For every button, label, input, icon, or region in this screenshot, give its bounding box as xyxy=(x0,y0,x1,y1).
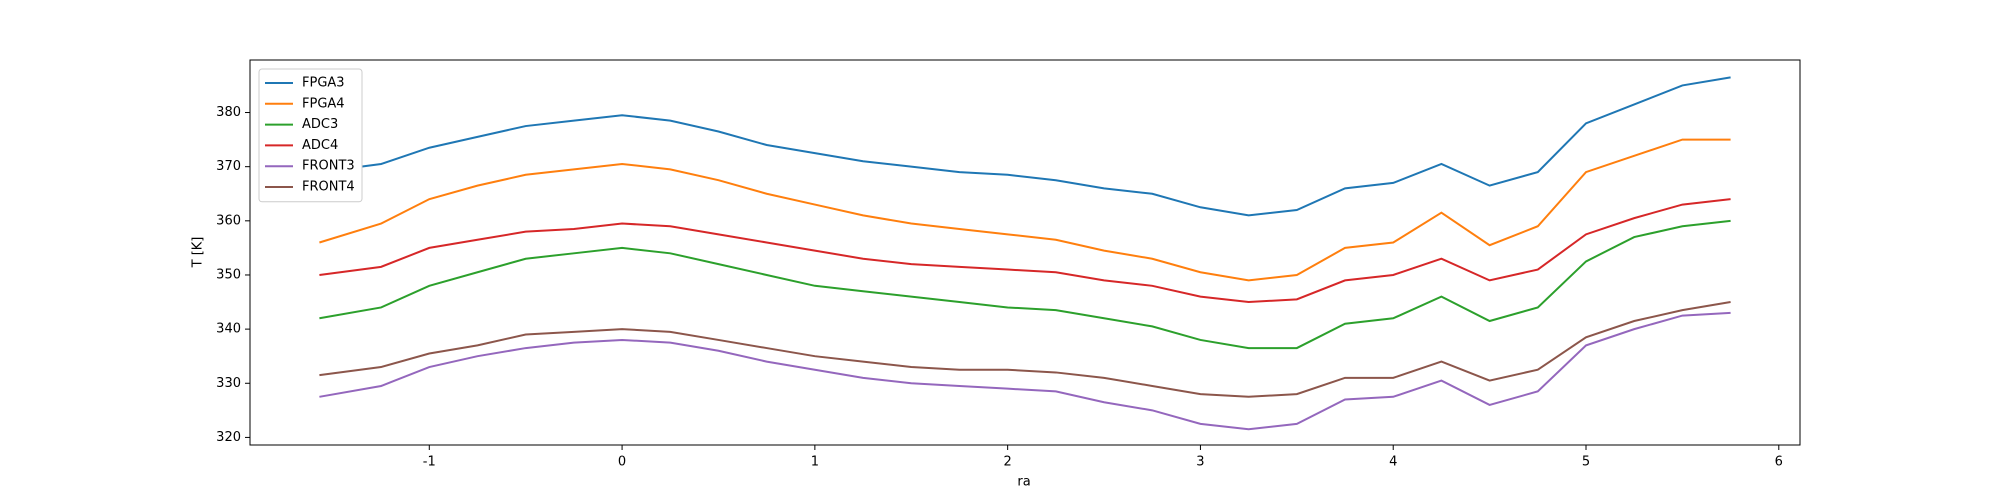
legend-label: FPGA4 xyxy=(302,96,345,111)
line-series xyxy=(319,311,1731,431)
line-series xyxy=(319,198,1731,304)
legend-label: FRONT4 xyxy=(302,180,355,195)
legend-label: ADC4 xyxy=(302,138,338,153)
y-tick-label: 340 xyxy=(216,322,241,337)
y-axis-label: T [K] xyxy=(191,237,206,269)
x-tick-label: 0 xyxy=(618,455,626,470)
y-tick-label: 350 xyxy=(216,267,241,282)
y-tick-label: 380 xyxy=(216,105,241,120)
x-tick-label: -1 xyxy=(423,455,436,470)
legend-label: FPGA3 xyxy=(302,76,345,91)
x-tick-label: 1 xyxy=(811,455,819,470)
legend-label: FRONT3 xyxy=(302,159,355,174)
y-tick-label: 320 xyxy=(216,430,241,445)
x-tick-label: 3 xyxy=(1196,455,1204,470)
y-tick-label: 330 xyxy=(216,376,241,391)
y-tick-label: 360 xyxy=(216,213,241,228)
line-series xyxy=(319,138,1731,282)
x-axis-label: ra xyxy=(1017,475,1030,490)
plot-frame xyxy=(249,59,1801,446)
x-tick-label: 2 xyxy=(1004,455,1012,470)
legend-box xyxy=(258,68,363,203)
legend-label: ADC3 xyxy=(302,117,338,132)
x-tick-label: 4 xyxy=(1389,455,1397,470)
line-series xyxy=(319,76,1731,217)
x-tick-label: 5 xyxy=(1582,455,1590,470)
x-tick-label: 6 xyxy=(1775,455,1783,470)
y-tick-label: 370 xyxy=(216,159,241,174)
line-series xyxy=(319,219,1731,350)
line-series xyxy=(319,301,1731,398)
